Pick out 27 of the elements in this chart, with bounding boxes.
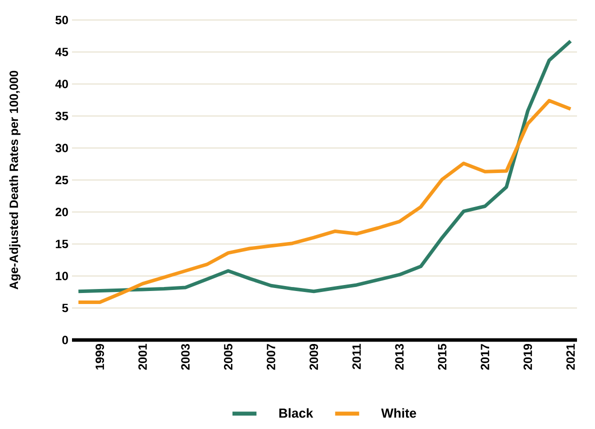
x-tick-label: 2003 bbox=[181, 344, 190, 370]
y-tick-label: 5 bbox=[62, 304, 68, 312]
y-tick-label: 25 bbox=[56, 176, 68, 184]
y-tick-label: 35 bbox=[55, 112, 68, 120]
x-tick-label: 2019 bbox=[524, 344, 532, 370]
x-tick-label: 1999 bbox=[96, 344, 104, 370]
x-tick-label: 2005 bbox=[224, 344, 232, 370]
x-tick-label: 2009 bbox=[310, 344, 318, 370]
x-tick-label: 2001 bbox=[138, 344, 147, 370]
x-tick-label: 2011 bbox=[352, 344, 361, 370]
y-tick-label: 50 bbox=[55, 16, 68, 24]
y-tick-label: 10 bbox=[56, 272, 68, 280]
y-tick-label: 0 bbox=[62, 336, 68, 344]
legend-label: Black bbox=[279, 408, 314, 418]
x-tick-label: 2015 bbox=[438, 344, 446, 370]
x-tick-label: 2017 bbox=[480, 344, 490, 370]
y-axis-title: Age-Adjusted Death Rates per 100,000 bbox=[9, 70, 20, 290]
y-tick-label: 30 bbox=[55, 144, 68, 152]
x-tick-label: 2021 bbox=[566, 344, 575, 370]
y-tick-label: 40 bbox=[55, 80, 68, 88]
legend-label: White bbox=[381, 408, 416, 418]
y-tick-label: 15 bbox=[56, 240, 68, 248]
x-tick-label: 2007 bbox=[266, 344, 276, 370]
line-series bbox=[76, 98, 572, 304]
y-tick-label: 20 bbox=[56, 208, 68, 216]
y-tick-label: 45 bbox=[55, 48, 68, 56]
x-tick-label: 2013 bbox=[395, 344, 404, 370]
